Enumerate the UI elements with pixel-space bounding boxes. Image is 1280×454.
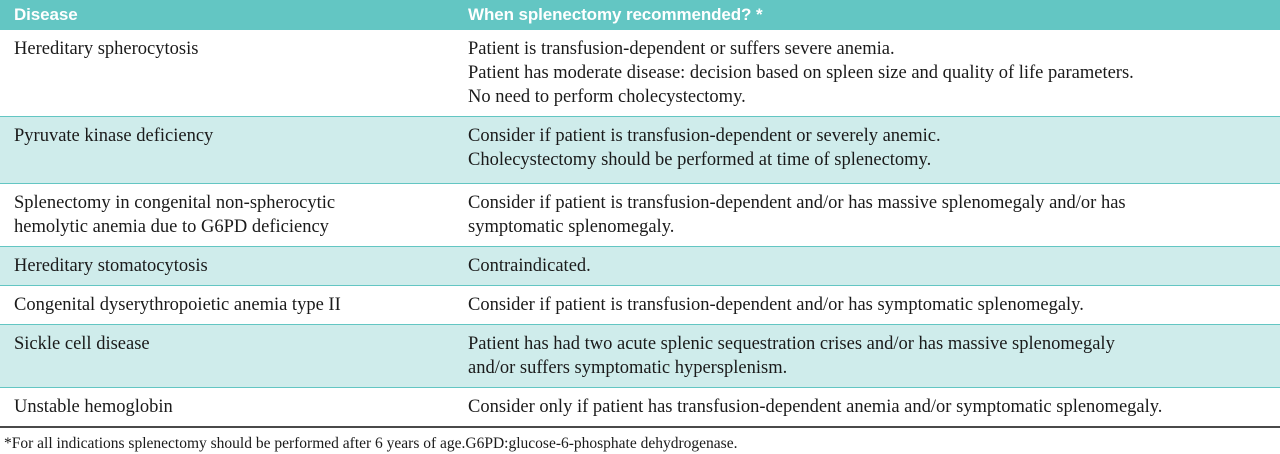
column-header-disease: Disease: [14, 5, 78, 24]
cell-line: No need to perform cholecystectomy.: [468, 87, 746, 107]
cell-recommendation: Consider only if patient has transfusion…: [455, 387, 1280, 426]
cell-recommendation: Consider if patient is transfusion-depen…: [455, 116, 1280, 184]
cell-recommendation: Patient is transfusion-dependent or suff…: [455, 30, 1280, 117]
table-row: Sickle cell disease Patient has had two …: [0, 324, 1280, 388]
table-row: Splenectomy in congenital non-spherocyti…: [0, 183, 1280, 247]
cell-line: Patient is transfusion-dependent or suff…: [468, 39, 895, 59]
table-row: Congenital dyserythropoietic anemia type…: [0, 285, 1280, 325]
cell-line: Consider if patient is transfusion-depen…: [468, 193, 1126, 213]
cell-line: Patient has moderate disease: decision b…: [468, 63, 1134, 83]
cell-line: Hereditary spherocytosis: [14, 39, 199, 59]
table-body: Hereditary spherocytosis Patient is tran…: [0, 30, 1280, 426]
cell-line: symptomatic splenomegaly.: [468, 217, 675, 237]
cell-line: Splenectomy in congenital non-spherocyti…: [14, 193, 336, 213]
cell-recommendation: Contraindicated.: [455, 246, 1280, 286]
splenectomy-recommendations-table: Disease When splenectomy recommended? * …: [0, 0, 1280, 426]
cell-line: Consider if patient is transfusion-depen…: [468, 126, 941, 146]
cell-recommendation: Consider if patient is transfusion-depen…: [455, 183, 1280, 247]
cell-disease: Sickle cell disease: [0, 324, 455, 388]
footnote-divider: [0, 426, 1280, 428]
table-row: Hereditary stomatocytosis Contraindicate…: [0, 246, 1280, 286]
cell-line: Patient has had two acute splenic seques…: [468, 334, 1115, 354]
cell-line: Unstable hemoglobin: [14, 397, 173, 417]
cell-line: Hereditary stomatocytosis: [14, 256, 208, 276]
table-row: Hereditary spherocytosis Patient is tran…: [0, 30, 1280, 117]
cell-disease: Unstable hemoglobin: [0, 387, 455, 426]
cell-line: Consider only if patient has transfusion…: [468, 397, 1163, 417]
cell-disease: Congenital dyserythropoietic anemia type…: [0, 285, 455, 325]
table-footnote: *For all indications splenectomy should …: [4, 435, 738, 452]
cell-line: Sickle cell disease: [14, 334, 150, 354]
cell-line: Contraindicated.: [468, 256, 591, 276]
cell-line: Consider if patient is transfusion-depen…: [468, 295, 1084, 315]
cell-recommendation: Consider if patient is transfusion-depen…: [455, 285, 1280, 325]
column-header-recommendation: When splenectomy recommended? *: [468, 5, 763, 24]
cell-line: hemolytic anemia due to G6PD deficiency: [14, 217, 329, 237]
cell-line: and/or suffers symptomatic hypersplenism…: [468, 358, 788, 378]
cell-line: Congenital dyserythropoietic anemia type…: [14, 295, 341, 315]
cell-recommendation: Patient has had two acute splenic seques…: [455, 324, 1280, 388]
table-row: Unstable hemoglobin Consider only if pat…: [0, 387, 1280, 426]
cell-disease: Splenectomy in congenital non-spherocyti…: [0, 183, 455, 247]
cell-disease: Hereditary spherocytosis: [0, 30, 455, 117]
cell-disease: Hereditary stomatocytosis: [0, 246, 455, 286]
table-header-row: Disease When splenectomy recommended? *: [0, 0, 1280, 30]
cell-disease: Pyruvate kinase deficiency: [0, 116, 455, 184]
table-header: Disease When splenectomy recommended? *: [0, 0, 1280, 30]
cell-line: Cholecystectomy should be performed at t…: [468, 150, 932, 170]
cell-line: Pyruvate kinase deficiency: [14, 126, 214, 146]
table-row: Pyruvate kinase deficiency Consider if p…: [0, 116, 1280, 184]
